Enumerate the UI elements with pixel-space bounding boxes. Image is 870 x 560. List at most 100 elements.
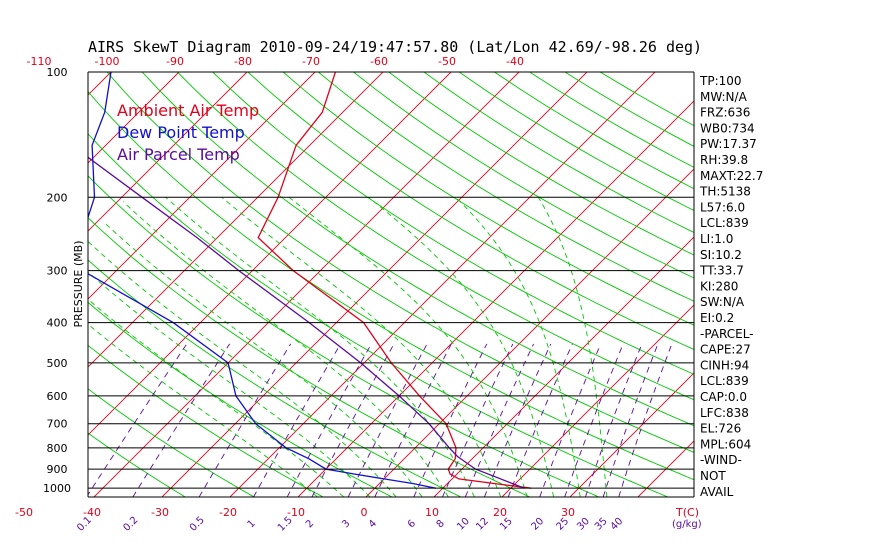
bottom-isotherm-label: -10	[287, 506, 305, 519]
moist-adiabat-line	[88, 298, 345, 497]
dry-adiabat-line	[318, 72, 694, 302]
index-entry: L57:6.0	[700, 200, 745, 214]
mixing-ratio-label: 40	[609, 516, 626, 533]
moist-adiabat-line	[88, 271, 371, 497]
parcel-profile-line	[88, 156, 525, 489]
isotherm-line	[88, 72, 112, 96]
isotherm-line	[88, 72, 384, 368]
isotherm-line	[501, 304, 694, 497]
mixing-ratio-line	[286, 343, 372, 497]
legend-entry: Dew Point Temp	[117, 123, 245, 142]
dry-adiabat-line	[88, 388, 255, 497]
pressure-tick-label: 700	[47, 418, 68, 431]
mixing-ratio-line	[507, 343, 573, 497]
legend-entry: Air Parcel Temp	[117, 145, 240, 164]
dry-adiabat-line	[88, 90, 694, 481]
top-isotherm-label: -110	[27, 55, 52, 68]
temperature-unit-label: T(C)	[675, 506, 699, 519]
bottom-isotherm-label: -30	[151, 506, 169, 519]
mixing-ratio-line	[198, 343, 292, 497]
dry-adiabat-line	[88, 301, 393, 497]
mixing-ratio-label: 6	[406, 518, 418, 530]
index-entry: CAP:0.0	[700, 390, 747, 404]
index-entry: FRZ:636	[700, 106, 750, 120]
index-entry: LI:1.0	[700, 232, 733, 246]
dry-adiabat-line	[494, 72, 694, 190]
index-entry: PW:17.37	[700, 137, 757, 151]
dry-adiabat-line	[141, 72, 694, 427]
pressure-tick-label: 300	[47, 265, 68, 278]
mixing-ratio-label: 1	[246, 518, 258, 530]
dry-adiabat-line	[88, 133, 669, 497]
mixing-ratio-label: 4	[367, 518, 379, 530]
bottom-isotherm-label: 20	[493, 506, 507, 519]
isotherm-line	[161, 72, 588, 497]
index-entry: MAXT:22.7	[700, 169, 763, 183]
bottom-isotherm-label: -40	[83, 506, 101, 519]
index-entry: LCL:839	[700, 374, 749, 388]
isotherm-line	[569, 372, 694, 497]
mixing-ratio-line	[88, 343, 188, 496]
bottom-isotherm-label: 30	[561, 506, 575, 519]
moist-adiabat-line	[537, 197, 608, 497]
dry-adiabat-line	[88, 259, 462, 497]
index-entry: LFC:838	[700, 406, 749, 420]
mixing-ratio-label: 0.5	[188, 515, 207, 534]
mixing-ratio-unit-label: (g/kg)	[672, 519, 702, 530]
dry-adiabat-line	[88, 432, 186, 497]
temperature-profile-line	[257, 72, 532, 489]
top-isotherm-label: -90	[166, 55, 184, 68]
isotherm-line	[229, 72, 656, 497]
pressure-tick-label: 1000	[43, 482, 71, 495]
isotherm-line	[88, 72, 248, 232]
moist-adiabat-line	[165, 196, 475, 497]
dry-adiabat-line	[212, 72, 694, 375]
index-entry: SI:10.2	[700, 248, 742, 262]
isotherm-line	[433, 236, 694, 497]
top-isotherm-label: -70	[302, 55, 320, 68]
index-entry: NOT	[700, 469, 726, 483]
index-entry: MW:N/A	[700, 90, 748, 104]
moist-adiabat-line	[288, 196, 528, 497]
dry-adiabat-line	[458, 72, 694, 211]
moist-adiabat-line	[88, 240, 397, 497]
index-entry: EI:0.2	[700, 311, 734, 325]
pressure-tick-label: 500	[47, 357, 68, 370]
dry-adiabat-line	[388, 72, 694, 256]
mixing-ratio-label: 12	[474, 516, 491, 533]
mixing-ratio-line	[347, 343, 428, 497]
isotherm-line	[88, 72, 180, 164]
pressure-tick-label: 600	[47, 390, 68, 403]
index-entry: LCL:839	[700, 216, 749, 230]
moist-adiabat-line	[122, 201, 449, 497]
pressure-tick-label: 100	[47, 66, 68, 79]
bottom-isotherm-label: -20	[219, 506, 237, 519]
mixing-ratio-line	[602, 343, 659, 497]
chart-title: AIRS SkewT Diagram 2010-09-24/19:47:57.8…	[88, 38, 702, 56]
index-entry: RH:39.8	[700, 153, 748, 167]
top-isotherm-label: -100	[95, 55, 120, 68]
mixing-ratio-label: 30	[575, 516, 592, 533]
isotherm-line	[93, 72, 520, 497]
legend: Ambient Air Temp Dew Point Temp Air Parcel…	[117, 101, 259, 164]
mixing-ratio-line	[464, 343, 535, 497]
bottom-isotherm-label: -50	[15, 506, 33, 519]
dry-adiabat-line	[106, 72, 694, 453]
isotherm-line	[88, 72, 316, 300]
isotherm-line	[88, 72, 452, 436]
isotherm-line	[637, 440, 694, 497]
mixing-ratio-line	[413, 343, 488, 497]
moist-adiabat-line	[88, 323, 318, 497]
index-entry: TP:100	[699, 74, 742, 88]
index-entry: WB0:734	[700, 121, 755, 135]
index-entry: TT:33.7	[699, 264, 744, 278]
index-entry: CAPE:27	[700, 343, 751, 357]
dry-adiabat-line	[177, 72, 694, 401]
mixing-ratio-line	[132, 343, 231, 497]
moist-adiabat-line	[104, 222, 423, 497]
index-entry: TH:5138	[699, 185, 751, 199]
mixing-ratio-label: 0.2	[122, 515, 141, 534]
mixing-ratio-label: 2	[304, 518, 316, 530]
dry-adiabat-line	[88, 175, 600, 497]
